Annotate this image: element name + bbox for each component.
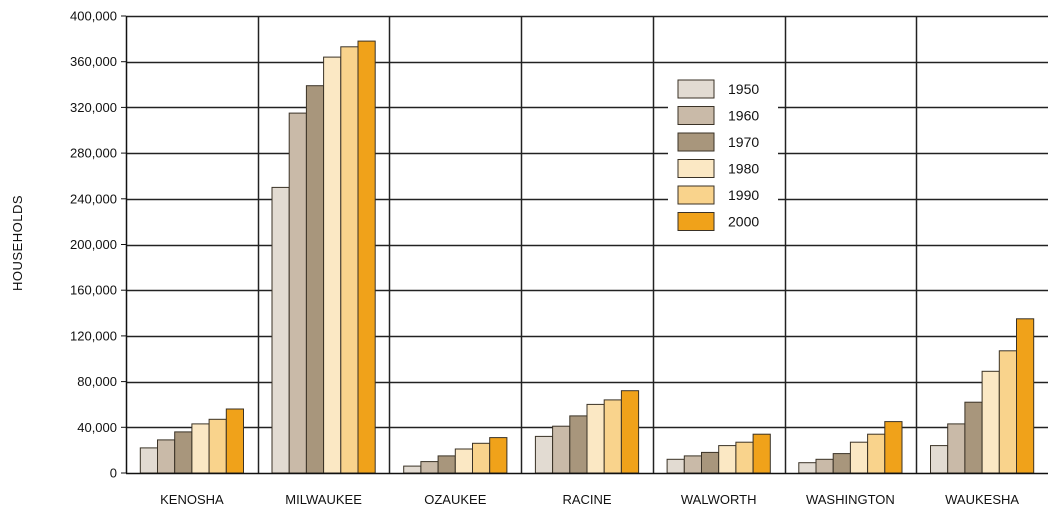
bar-ozaukee-2000 (489, 437, 508, 474)
legend-swatch (677, 159, 715, 178)
category-label: WASHINGTON (806, 492, 895, 506)
category-label: OZAUKEE (424, 492, 486, 506)
y-tick-label: 80,000 (77, 374, 117, 389)
legend-swatch (677, 132, 715, 152)
category-label: WALWORTH (681, 492, 757, 506)
bar-kenosha-1950 (139, 447, 159, 474)
legend-swatch (677, 185, 715, 205)
bar-waukesha-1960 (947, 423, 966, 474)
bar-waukesha-2000 (1016, 318, 1035, 474)
bar-ozaukee-1950 (403, 465, 422, 474)
legend-label: 1970 (728, 134, 759, 150)
bar-ozaukee-1970 (437, 455, 456, 474)
category-label: WAUKESHA (945, 492, 1019, 506)
bar-racine-1970 (569, 415, 588, 474)
bar-walworth-1960 (683, 455, 702, 474)
bar-milwaukee-1990 (340, 46, 359, 474)
bar-walworth-1950 (666, 458, 685, 474)
bar-racine-1980 (586, 403, 605, 474)
bar-milwaukee-1980 (323, 56, 342, 474)
bar-racine-1950 (534, 435, 554, 474)
bar-ozaukee-1990 (472, 442, 491, 474)
bar-ozaukee-1960 (420, 461, 439, 474)
bar-washington-1990 (867, 433, 886, 474)
bar-kenosha-1960 (157, 439, 176, 474)
y-axis-label: HOUSEHOLDS (10, 195, 25, 291)
bar-racine-1960 (552, 425, 571, 474)
legend-background (668, 74, 778, 236)
bar-waukesha-1990 (998, 350, 1017, 474)
y-tick-label: 280,000 (70, 146, 117, 161)
bar-kenosha-1990 (208, 418, 227, 474)
y-tick-label: 240,000 (70, 191, 117, 206)
bar-milwaukee-1960 (288, 112, 307, 474)
bar-washington-1950 (798, 462, 817, 474)
bar-walworth-1970 (701, 451, 720, 474)
y-tick-label: 200,000 (70, 237, 117, 252)
legend-swatch (677, 212, 715, 231)
bar-kenosha-1970 (174, 431, 193, 474)
category-label: KENOSHA (160, 492, 224, 506)
bar-washington-2000 (884, 421, 903, 474)
legend-label: 1990 (728, 187, 759, 203)
bar-milwaukee-2000 (357, 40, 376, 474)
bar-kenosha-1980 (191, 423, 210, 474)
legend-label: 1950 (728, 81, 759, 97)
y-tick-label: 120,000 (70, 328, 117, 343)
legend: 1950 1960 1970 1980 1990 2000 (677, 79, 759, 231)
y-tick-labels: 0 40,000 80,000 120,000 160,000 200,000 240,00… (70, 9, 126, 481)
legend-swatch (677, 106, 715, 125)
bar-milwaukee-1950 (271, 186, 290, 474)
bar-ozaukee-1980 (454, 448, 473, 474)
category-labels: KENOSHA MILWAUKEE OZAUKEE RACINE WALWORTH WAS… (160, 492, 1019, 506)
bar-waukesha-1950 (930, 445, 949, 474)
y-tick-label: 0 (110, 466, 117, 481)
bar-racine-1990 (603, 399, 622, 474)
category-label: MILWAUKEE (285, 492, 362, 506)
bar-kenosha-2000 (225, 408, 245, 474)
bar-milwaukee-1970 (305, 85, 325, 474)
y-tick-label: 360,000 (70, 54, 117, 69)
category-label: RACINE (562, 492, 611, 506)
bars (139, 40, 1035, 474)
bar-walworth-2000 (752, 433, 771, 474)
bar-washington-1960 (815, 458, 834, 474)
bar-racine-2000 (620, 390, 640, 474)
bar-waukesha-1970 (964, 401, 983, 474)
legend-label: 1960 (728, 108, 759, 124)
axes (125, 16, 1048, 475)
legend-swatch (677, 79, 715, 99)
bar-walworth-1980 (718, 445, 737, 474)
y-tick-label: 40,000 (77, 420, 117, 435)
bar-washington-1980 (849, 441, 869, 474)
bar-walworth-1990 (735, 441, 754, 474)
y-tick-label: 320,000 (70, 100, 117, 115)
legend-label: 1980 (728, 161, 759, 177)
legend-label: 2000 (728, 214, 759, 230)
y-tick-label: 160,000 (70, 283, 117, 298)
bar-waukesha-1980 (981, 370, 1000, 474)
y-tick-label: 400,000 (70, 9, 117, 24)
bar-washington-1970 (832, 453, 851, 474)
